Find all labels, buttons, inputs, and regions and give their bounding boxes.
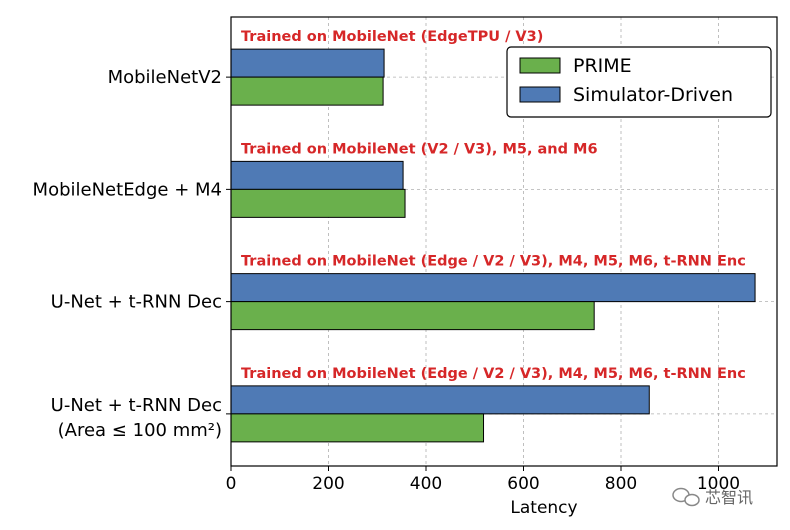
x-axis-ticks: 0 200 400 600 800 1000 — [226, 466, 740, 494]
bar-prime — [230, 188, 406, 218]
annotation-label: Trained on MobileNet (Edge / V2 / V3), M… — [241, 254, 746, 270]
category-label: MobileNetEdge + M4 — [33, 179, 222, 200]
category-label: U-Net + t-RNN Dec — [51, 395, 222, 416]
annotation-label: Trained on MobileNet (Edge / V2 / V3), M… — [241, 366, 746, 382]
x-axis-label: Latency — [510, 498, 577, 518]
bar-prime — [230, 413, 485, 443]
category-labels: MobileNetV2 MobileNetEdge + M4 U-Net + t-R… — [33, 67, 231, 441]
x-tick-label: 1000 — [697, 474, 740, 494]
legend-swatch — [519, 57, 561, 74]
annotation-label: Trained on MobileNet (V2 / V3), M5, and … — [241, 141, 598, 157]
category-label-line2: (Area ≤ 100 mm²) — [58, 420, 222, 441]
wechat-icon — [672, 487, 700, 507]
x-tick-label: 0 — [226, 474, 237, 494]
annotation-label: Trained on MobileNet (EdgeTPU / V3) — [241, 29, 543, 45]
x-tick-label: 600 — [507, 474, 539, 494]
x-tick-label: 200 — [312, 474, 344, 494]
plot-frame — [230, 16, 778, 467]
legend-label: Simulator-Driven — [573, 84, 733, 106]
watermark-text: 芯智讯 — [705, 488, 753, 507]
bar-prime — [230, 76, 384, 106]
bar-prime — [230, 301, 595, 331]
bar-simulator-driven — [230, 160, 404, 190]
legend-label: PRIME — [573, 55, 632, 77]
bar-simulator-driven — [230, 385, 650, 415]
category-label: MobileNetV2 — [108, 67, 222, 88]
x-tick-label: 400 — [410, 474, 442, 494]
x-tick-label: 800 — [605, 474, 637, 494]
legend-swatch — [519, 86, 561, 103]
bar-simulator-driven — [230, 273, 756, 303]
bar-simulator-driven — [230, 48, 385, 78]
bars — [230, 48, 756, 443]
legend: PRIME Simulator-Driven — [506, 46, 772, 118]
legend-box — [506, 46, 772, 118]
annotations: Trained on MobileNet (EdgeTPU / V3) Train… — [241, 29, 746, 382]
category-label: U-Net + t-RNN Dec — [51, 292, 222, 313]
watermark: 芯智讯 — [672, 487, 753, 507]
